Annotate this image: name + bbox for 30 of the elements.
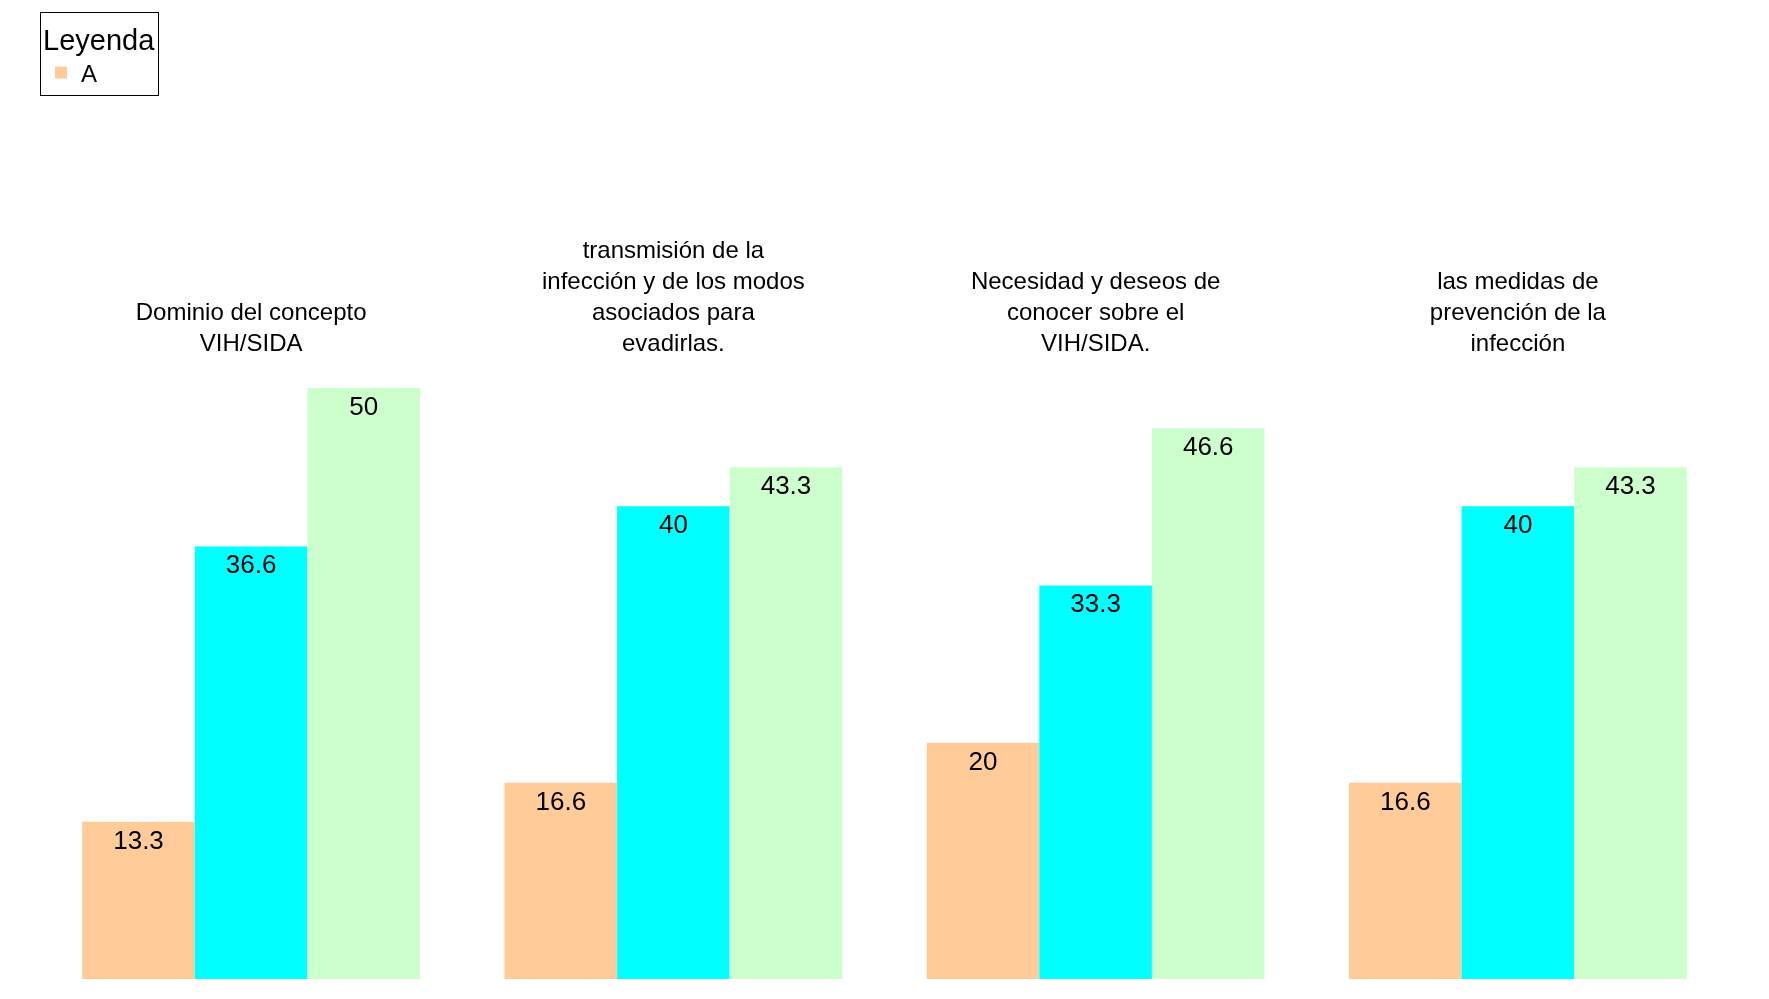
data-label: 50 (349, 391, 379, 422)
bar (926, 742, 1040, 979)
bar (1574, 467, 1687, 979)
x-tick-label: transmisión de la infección y de los modos asociados para evadirlas. (541, 235, 805, 357)
legend-title: Leyenda (43, 24, 156, 57)
x-tick-label: Necesidad y deseos de conocer sobre el VIH/SIDA. (970, 266, 1221, 357)
data-label: 43.3 (1605, 470, 1656, 501)
bar (194, 546, 308, 979)
data-label: 40 (658, 509, 688, 540)
data-label: 13.3 (113, 824, 164, 855)
data-label: 33.3 (1070, 588, 1121, 619)
bar (504, 782, 618, 979)
x-tick-label: Dominio del concepto VIH/SIDA (135, 298, 367, 357)
data-label: 46.6 (1182, 431, 1234, 462)
bar (1461, 506, 1575, 979)
legend-label: A (81, 59, 98, 87)
bar (1348, 782, 1462, 979)
bar (1039, 585, 1152, 979)
data-label: 43.3 (760, 470, 812, 501)
bar (617, 506, 730, 979)
bar (729, 467, 843, 979)
data-label: 36.6 (225, 549, 277, 580)
bar (82, 821, 195, 979)
data-label: 16.6 (1379, 785, 1431, 816)
bar (1151, 428, 1265, 979)
x-tick-label: las medidas de prevención de la infección (1429, 266, 1607, 357)
data-label: 20 (968, 745, 998, 776)
data-label: 16.6 (535, 785, 587, 816)
data-label: 40 (1503, 509, 1533, 540)
bar (307, 388, 421, 979)
